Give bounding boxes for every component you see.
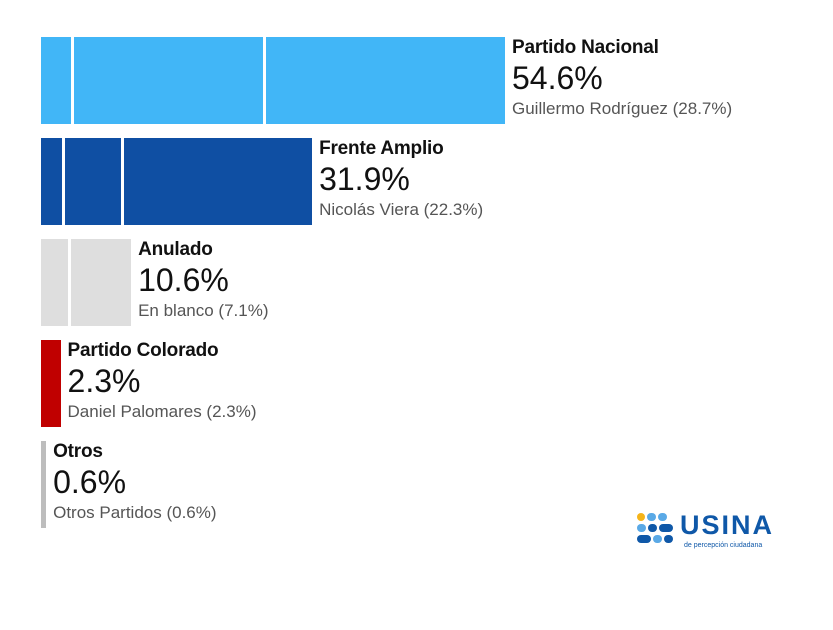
percentage-value: 10.6% — [138, 262, 229, 298]
party-name: Partido Colorado — [67, 340, 219, 361]
percentage-value: 31.9% — [319, 161, 410, 197]
candidate-sub-label: Daniel Palomares (2.3%) — [67, 402, 257, 421]
bar-row: Partido Nacional 54.6% Guillermo Rodríguez… — [0, 37, 833, 127]
bar — [41, 340, 61, 427]
bar-row: Partido Colorado 2.3% Daniel Palomares (2.… — [0, 340, 833, 430]
bar-label-block: Otros 0.6% Otros Partidos (0.6%) — [53, 441, 216, 524]
candidate-sub-label: Guillermo Rodríguez (28.7%) — [512, 99, 733, 118]
usina-logo: USINA de percepción ciudadana — [636, 510, 786, 552]
bar-label-block: Frente Amplio 31.9% Nicolás Viera (22.3%) — [319, 138, 483, 221]
usina-logo-tagline: de percepción ciudadana — [684, 542, 763, 549]
bar-row: Anulado 10.6% En blanco (7.1%) — [0, 239, 833, 329]
bar-row: Otros 0.6% Otros Partidos (0.6%) — [0, 441, 833, 531]
bar-row: Frente Amplio 31.9% Nicolás Viera (22.3%) — [0, 138, 833, 228]
party-name: Otros — [53, 441, 103, 462]
bar — [41, 441, 47, 528]
bar-segment-divider — [70, 37, 74, 124]
party-name: Partido Nacional — [512, 37, 659, 58]
bar-label-block: Partido Colorado 2.3% Daniel Palomares (2.… — [68, 340, 257, 423]
bar-segment-divider — [62, 138, 66, 225]
bar-label-block: Partido Nacional 54.6% Guillermo Rodríguez… — [512, 37, 732, 120]
bar-segment-divider — [120, 138, 124, 225]
bar-segment-divider — [68, 239, 72, 326]
candidate-sub-label: Otros Partidos (0.6%) — [53, 503, 217, 522]
percentage-value: 54.6% — [512, 60, 603, 96]
percentage-value: 0.6% — [53, 464, 127, 500]
bar — [41, 138, 313, 225]
candidate-sub-label: En blanco (7.1%) — [138, 301, 269, 320]
bar — [41, 239, 132, 326]
usina-logo-icon — [637, 513, 673, 543]
party-name: Anulado — [138, 239, 213, 260]
candidate-sub-label: Nicolás Viera (22.3%) — [319, 200, 484, 219]
bar-label-block: Anulado 10.6% En blanco (7.1%) — [138, 239, 268, 322]
bar — [41, 37, 505, 124]
party-name: Frente Amplio — [319, 138, 444, 159]
percentage-value: 2.3% — [67, 363, 141, 399]
bar-segment-divider — [262, 37, 266, 124]
usina-logo-name: USINA — [680, 510, 775, 540]
